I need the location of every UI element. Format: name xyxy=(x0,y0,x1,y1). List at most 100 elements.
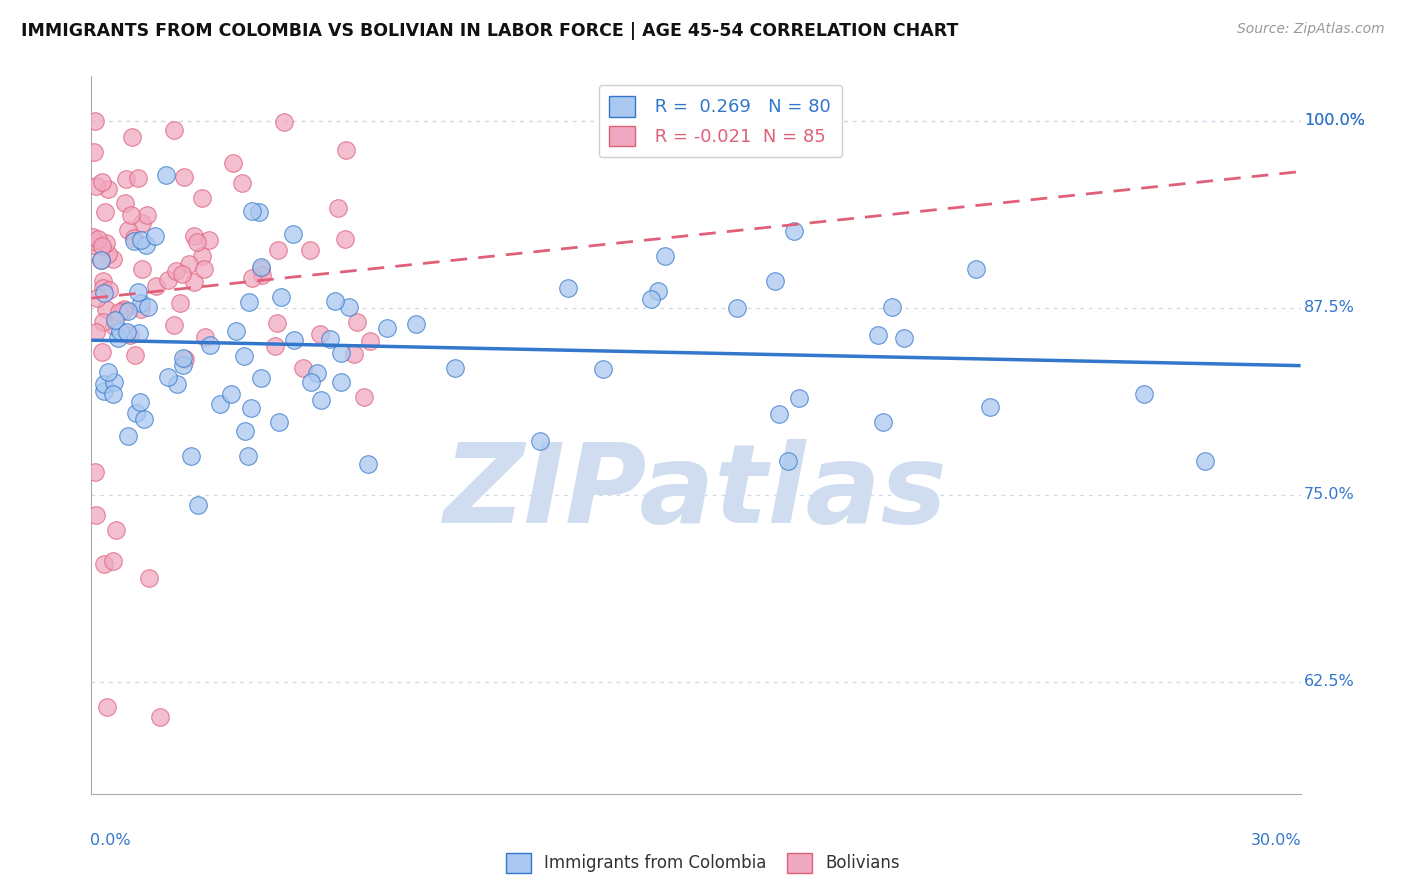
Point xyxy=(91,274,114,288)
Point xyxy=(169,295,191,310)
Point xyxy=(127,170,149,185)
Point xyxy=(240,270,263,285)
Point xyxy=(94,205,117,219)
Point xyxy=(172,358,194,372)
Point xyxy=(283,333,305,347)
Point xyxy=(112,301,135,316)
Point xyxy=(298,243,321,257)
Point xyxy=(173,169,195,184)
Point xyxy=(191,249,214,263)
Point xyxy=(640,292,662,306)
Point xyxy=(103,318,125,333)
Point xyxy=(233,349,256,363)
Point xyxy=(179,257,201,271)
Point xyxy=(97,247,120,261)
Point xyxy=(240,203,263,218)
Point xyxy=(252,268,274,282)
Text: Source: ZipAtlas.com: Source: ZipAtlas.com xyxy=(1237,22,1385,37)
Point xyxy=(782,224,804,238)
Point xyxy=(219,386,242,401)
Point xyxy=(172,351,194,366)
Text: IMMIGRANTS FROM COLOMBIA VS BOLIVIAN IN LABOR FORCE | AGE 45-54 CORRELATION CHAR: IMMIGRANTS FROM COLOMBIA VS BOLIVIAN IN … xyxy=(21,22,959,40)
Point xyxy=(112,304,135,318)
Legend: Immigrants from Colombia, Bolivians: Immigrants from Colombia, Bolivians xyxy=(499,847,907,880)
Point xyxy=(346,315,368,329)
Point xyxy=(131,262,153,277)
Point xyxy=(97,283,120,297)
Point xyxy=(377,321,399,335)
Point xyxy=(91,239,114,253)
Point xyxy=(270,290,292,304)
Point xyxy=(83,113,105,128)
Point xyxy=(135,237,157,252)
Point xyxy=(979,401,1001,415)
Point xyxy=(1133,387,1156,401)
Point xyxy=(337,300,360,314)
Point xyxy=(165,264,187,278)
Point xyxy=(93,558,115,572)
Point xyxy=(128,326,150,340)
Point xyxy=(145,279,167,293)
Point xyxy=(193,262,215,277)
Point xyxy=(250,371,273,385)
Point xyxy=(592,361,614,376)
Point xyxy=(343,347,366,361)
Point xyxy=(129,395,152,409)
Point xyxy=(787,392,810,406)
Point xyxy=(238,449,260,463)
Point xyxy=(91,281,114,295)
Point xyxy=(357,457,380,471)
Point xyxy=(763,274,786,288)
Point xyxy=(163,318,186,333)
Point xyxy=(84,508,107,522)
Point xyxy=(84,465,107,479)
Point xyxy=(186,235,208,249)
Point xyxy=(299,375,322,389)
Point xyxy=(309,326,332,341)
Point xyxy=(101,252,124,266)
Point xyxy=(166,376,188,391)
Point xyxy=(103,387,125,401)
Point xyxy=(155,169,177,183)
Text: 30.0%: 30.0% xyxy=(1251,833,1302,848)
Point xyxy=(108,305,131,319)
Point xyxy=(291,361,314,376)
Point xyxy=(778,454,800,468)
Point xyxy=(90,253,112,268)
Point xyxy=(84,178,107,193)
Point xyxy=(91,345,114,359)
Point xyxy=(96,700,118,714)
Point xyxy=(866,327,889,342)
Point xyxy=(124,234,146,248)
Point xyxy=(121,129,143,144)
Point xyxy=(557,281,579,295)
Point xyxy=(238,295,260,310)
Point xyxy=(93,384,115,399)
Point xyxy=(115,172,138,186)
Point xyxy=(187,498,209,512)
Point xyxy=(131,216,153,230)
Point xyxy=(156,273,179,287)
Point xyxy=(120,208,142,222)
Point xyxy=(93,285,115,300)
Point xyxy=(307,366,329,380)
Point xyxy=(94,301,117,316)
Point xyxy=(87,232,110,246)
Point xyxy=(86,291,108,305)
Point xyxy=(82,229,104,244)
Text: 62.5%: 62.5% xyxy=(1305,674,1355,690)
Point xyxy=(107,331,129,345)
Point xyxy=(170,267,193,281)
Point xyxy=(97,182,120,196)
Point xyxy=(117,428,139,442)
Point xyxy=(117,303,139,318)
Point xyxy=(174,352,197,367)
Point xyxy=(405,317,427,331)
Point xyxy=(193,330,215,344)
Point xyxy=(180,450,202,464)
Text: 87.5%: 87.5% xyxy=(1305,301,1355,315)
Point xyxy=(143,229,166,244)
Point xyxy=(273,115,295,129)
Point xyxy=(529,434,551,448)
Point xyxy=(330,346,353,360)
